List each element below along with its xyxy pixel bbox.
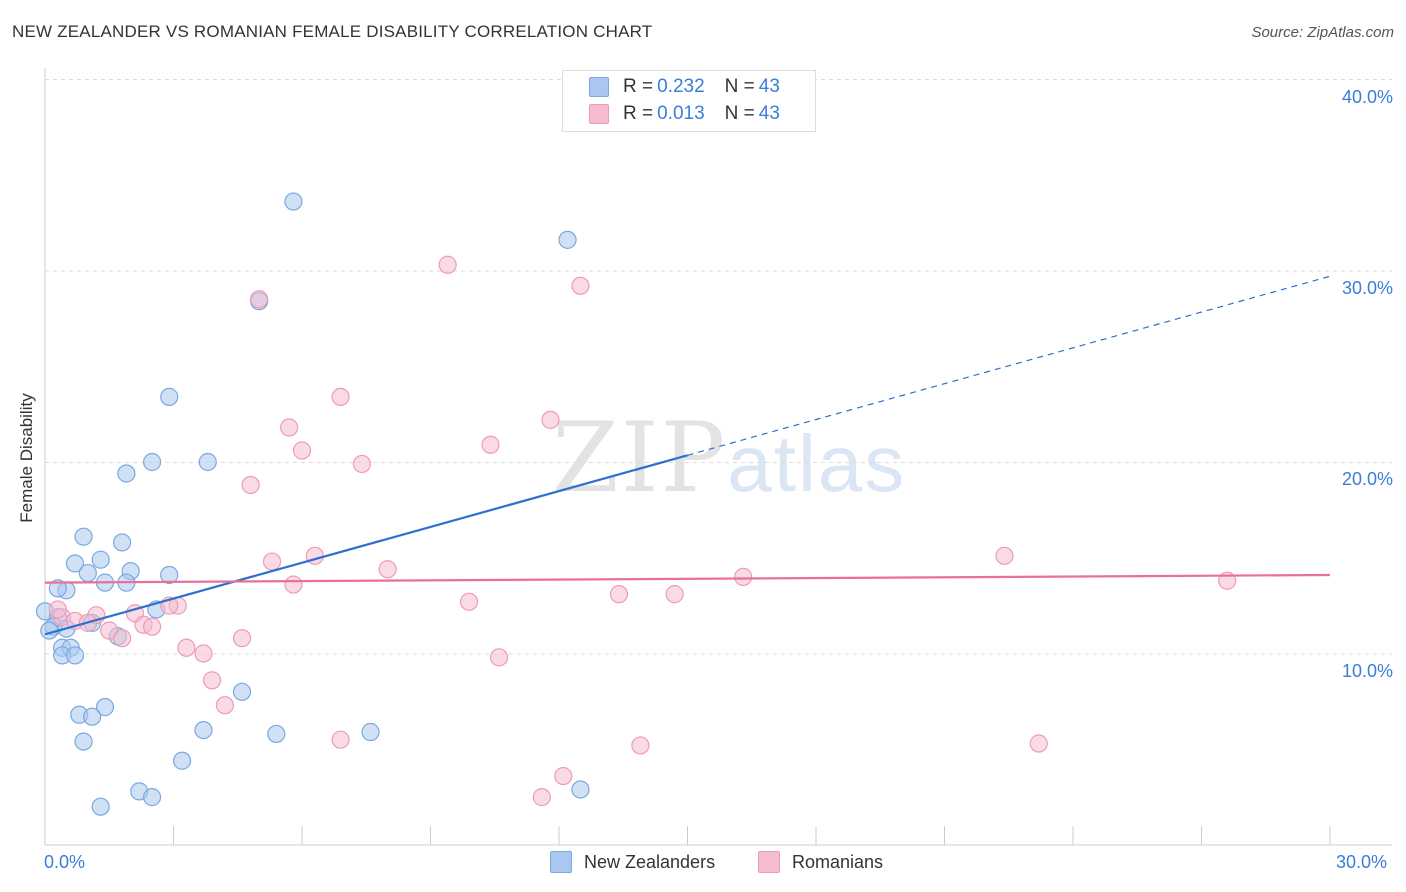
data-point-pink xyxy=(177,638,196,657)
data-point-blue xyxy=(571,780,590,799)
data-point-blue xyxy=(95,698,115,717)
series-legend: New Zealanders Romanians xyxy=(0,851,1406,877)
data-point-blue xyxy=(78,563,97,583)
y-tick-label-30: 30.0% xyxy=(1341,278,1393,298)
r-value: 0.232 xyxy=(657,76,705,97)
data-point-blue xyxy=(74,527,93,546)
data-point-blue xyxy=(48,579,67,598)
n-label: N = xyxy=(724,103,755,124)
data-point-blue xyxy=(194,720,213,740)
data-point-pink xyxy=(215,696,234,715)
x-tick-label-max: 30.0% xyxy=(1336,852,1388,872)
r-value: 0.013 xyxy=(657,103,705,124)
data-point-pink xyxy=(352,454,372,474)
data-point-pink xyxy=(241,475,260,495)
stats-legend-row-romanians: R = 0.013 N = 43 xyxy=(589,102,780,126)
data-point-pink xyxy=(194,644,213,663)
data-point-blue xyxy=(142,452,162,472)
y-tick-label-10: 10.0% xyxy=(1341,661,1393,681)
data-point-pink xyxy=(1029,734,1048,753)
data-point-pink xyxy=(331,387,350,406)
data-point-pink xyxy=(280,418,299,437)
watermark: ZIPatlas xyxy=(552,402,906,514)
data-point-pink xyxy=(541,410,560,429)
blue-swatch-icon xyxy=(589,77,609,97)
data-point-pink xyxy=(554,766,573,786)
data-point-pink xyxy=(142,617,162,636)
legend-item-new-zealanders[interactable]: New Zealanders xyxy=(550,851,715,873)
n-label: N = xyxy=(724,76,755,97)
data-point-pink xyxy=(48,600,67,619)
data-point-pink xyxy=(284,575,303,594)
n-value: 43 xyxy=(758,103,780,124)
data-point-blue xyxy=(83,707,102,726)
n-value: 43 xyxy=(758,76,780,97)
y-tick-label-40: 40.0% xyxy=(1341,87,1393,107)
legend-label: Romanians xyxy=(792,851,884,872)
trend-line-blue xyxy=(44,454,688,636)
data-point-blue xyxy=(91,797,110,816)
data-point-blue xyxy=(198,452,217,472)
data-point-blue xyxy=(117,464,136,483)
data-point-pink xyxy=(292,441,312,460)
data-point-pink xyxy=(331,730,350,749)
data-point-blue xyxy=(91,550,110,569)
data-point-blue xyxy=(267,724,286,744)
watermark-sub: atlas xyxy=(727,419,907,508)
data-point-pink xyxy=(665,585,684,604)
data-point-blue xyxy=(142,788,162,807)
data-point-pink xyxy=(481,435,500,454)
data-point-blue xyxy=(172,751,192,770)
data-point-pink xyxy=(995,546,1014,565)
data-point-pink xyxy=(489,648,509,667)
chart-title: NEW ZEALANDER VS ROMANIAN FEMALE DISABIL… xyxy=(12,22,653,41)
data-point-blue xyxy=(65,554,85,573)
data-point-pink xyxy=(112,629,132,648)
legend-label: New Zealanders xyxy=(584,851,716,872)
data-point-blue xyxy=(65,646,85,665)
data-point-blue xyxy=(160,565,179,585)
stats-legend-row-new-zealanders: R = 0.232 N = 43 xyxy=(589,75,780,99)
source-credit: Source: ZipAtlas.com xyxy=(1251,24,1394,41)
data-point-blue xyxy=(558,230,577,249)
blue-swatch-icon xyxy=(550,851,572,873)
data-point-blue xyxy=(232,682,252,701)
data-point-pink xyxy=(571,276,590,295)
data-point-pink xyxy=(232,629,252,648)
watermark-main: ZIP xyxy=(552,402,728,514)
data-point-pink xyxy=(631,736,650,755)
x-tick-label-min: 0.0% xyxy=(44,852,86,872)
data-point-blue xyxy=(112,533,132,552)
data-point-pink xyxy=(459,592,479,611)
data-point-pink xyxy=(609,585,629,604)
data-point-blue xyxy=(74,732,93,751)
trend-line-extrapolated-blue xyxy=(687,275,1331,456)
data-point-pink xyxy=(262,552,282,571)
trend-line-pink xyxy=(44,573,1331,584)
data-point-pink xyxy=(438,255,457,274)
data-point-pink xyxy=(532,788,551,807)
pink-swatch-icon xyxy=(758,851,780,873)
r-label: R = xyxy=(623,76,654,97)
y-tick-label-20: 20.0% xyxy=(1341,469,1393,489)
data-point-blue xyxy=(160,387,179,406)
data-point-pink xyxy=(734,567,753,587)
data-point-pink xyxy=(250,290,269,309)
pink-swatch-icon xyxy=(589,104,609,124)
stats-legend: R = 0.232 N = 43 R = 0.013 N = 43 xyxy=(562,70,816,132)
r-label: R = xyxy=(623,103,654,124)
data-point-pink xyxy=(202,671,222,690)
data-point-pink xyxy=(378,560,397,579)
data-point-blue xyxy=(284,192,303,211)
legend-item-romanians[interactable]: Romanians xyxy=(758,851,883,873)
data-point-blue xyxy=(361,722,380,742)
